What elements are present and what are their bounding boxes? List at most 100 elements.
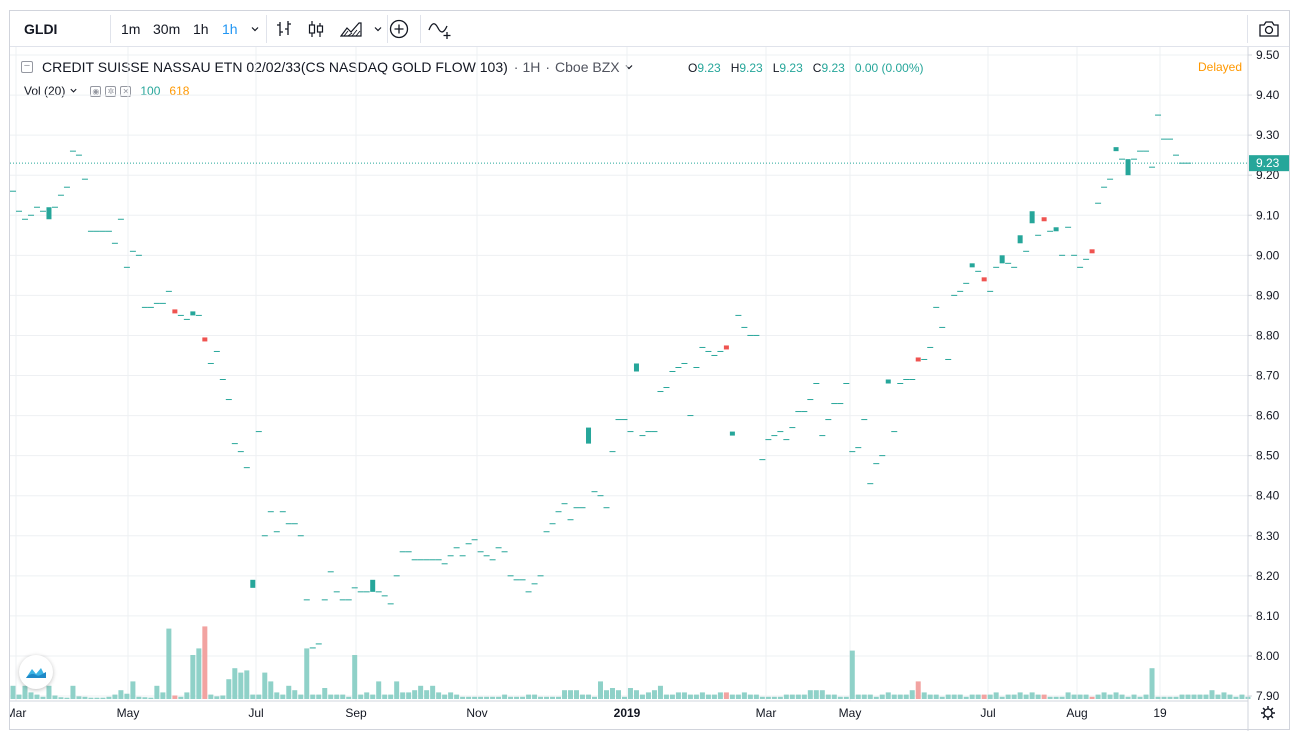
price-axis-label: 9.30	[1256, 128, 1280, 142]
bar-chart-icon[interactable]	[275, 11, 295, 47]
compare-icon[interactable]	[427, 11, 453, 47]
eye-icon[interactable]: ◉	[90, 85, 102, 97]
price-axis-label: 8.60	[1256, 409, 1280, 423]
price-axis-label: 8.40	[1256, 489, 1280, 503]
volume-bar	[466, 696, 472, 699]
volume-bar	[975, 694, 981, 699]
price-candle	[1041, 217, 1047, 222]
time-axis-label: 19	[1153, 706, 1167, 720]
high-label: H	[730, 61, 740, 75]
symbol-search-button[interactable]: GLDI	[24, 21, 58, 37]
volume-bar	[1089, 696, 1095, 699]
volume-bar	[370, 694, 376, 699]
volume-bar	[819, 690, 825, 699]
interval-1m-button[interactable]: 1m	[121, 21, 141, 37]
volume-bar	[927, 694, 933, 699]
time-axis-label: Sep	[345, 706, 367, 720]
area-chart-icon[interactable]	[340, 11, 362, 47]
volume-bar	[442, 694, 448, 699]
close-label: C	[812, 61, 822, 75]
volume-bar	[1119, 694, 1125, 699]
price-candle	[250, 579, 256, 588]
volume-bar	[1059, 696, 1065, 699]
volume-bar	[418, 685, 424, 699]
last-price-badge	[1249, 155, 1289, 172]
volume-bar	[849, 650, 855, 699]
price-candle	[885, 379, 891, 384]
volume-bar	[789, 694, 795, 699]
volume-bar	[562, 690, 568, 699]
volume-bar	[1143, 694, 1149, 699]
legend-exchange[interactable]: Cboe BZX	[555, 59, 620, 75]
volume-bar	[1065, 692, 1071, 699]
interval-1h-button[interactable]: 1h	[193, 21, 209, 37]
volume-bar	[334, 694, 340, 699]
price-candle	[370, 579, 376, 592]
camera-icon[interactable]	[1258, 11, 1280, 47]
volume-bar	[1239, 694, 1245, 699]
high-value: 9.23	[739, 61, 763, 75]
interval-active-button[interactable]: 1h	[222, 21, 238, 37]
volume-bar	[556, 696, 562, 699]
volume-bar	[1233, 696, 1239, 699]
volume-bar	[178, 696, 184, 699]
volume-bar	[244, 670, 250, 699]
volume-bar	[454, 694, 460, 699]
volume-bar	[340, 694, 346, 699]
settings-icon[interactable]	[1261, 706, 1275, 720]
toolbar-divider	[1247, 15, 1248, 43]
volume-bar	[586, 694, 592, 699]
volume-value-2: 618	[169, 84, 190, 98]
price-candle	[915, 357, 921, 362]
volume-bar	[843, 696, 849, 699]
price-axis-label: 8.00	[1256, 649, 1280, 663]
volume-bar	[1107, 694, 1113, 699]
time-axis-label: Mar	[10, 706, 26, 720]
chevron-down-icon[interactable]	[250, 11, 260, 47]
add-indicator-icon[interactable]	[388, 11, 410, 47]
volume-bar	[70, 685, 76, 699]
price-chart[interactable]: 9.50 9.40 9.30 9.20 9.10 9.00 8.90 8.80 8.70 8.60…	[10, 47, 1289, 731]
interval-30m-button[interactable]: 30m	[153, 21, 181, 37]
candles-icon[interactable]	[306, 11, 326, 47]
volume-bar	[148, 697, 154, 699]
settings-icon-tooth	[1270, 707, 1274, 711]
volume-bar	[657, 685, 663, 699]
price-candle	[586, 427, 592, 444]
volume-bar	[592, 696, 598, 699]
price-candles	[10, 114, 1191, 649]
volume-bar	[1179, 694, 1185, 699]
volume-bar	[406, 692, 412, 699]
volume-bar	[82, 696, 88, 699]
time-axis-label: May	[117, 706, 140, 720]
volume-bar	[160, 692, 166, 699]
volume-bar	[1161, 696, 1167, 699]
price-axis-label: 9.10	[1256, 208, 1280, 222]
chevron-down-icon[interactable]	[69, 84, 78, 98]
volume-bar	[915, 681, 921, 699]
volume-bar	[64, 697, 70, 699]
volume-bar	[873, 696, 879, 699]
volume-bar	[801, 694, 807, 699]
volume-bar	[76, 696, 82, 699]
volume-bar	[382, 694, 388, 699]
volume-bar	[963, 696, 969, 699]
tradingview-logo-icon[interactable]	[19, 655, 53, 689]
settings-icon[interactable]: ✲	[105, 85, 117, 97]
close-value: 9.23	[821, 61, 845, 75]
volume-bar	[1167, 696, 1173, 699]
volume-bar	[1131, 694, 1137, 699]
volume-bar	[825, 694, 831, 699]
volume-bar	[1023, 694, 1029, 699]
volume-bar	[795, 694, 801, 699]
volume-bar	[1203, 694, 1209, 699]
volume-bar	[1071, 694, 1077, 699]
collapse-icon[interactable]: −	[21, 61, 33, 73]
volume-bar	[807, 690, 813, 699]
volume-bar	[735, 694, 741, 699]
volume-bar	[154, 685, 160, 699]
chevron-down-icon[interactable]	[373, 11, 383, 47]
volume-bar	[106, 696, 112, 699]
volume-bar	[783, 694, 789, 699]
close-icon[interactable]: ✕	[120, 85, 132, 97]
